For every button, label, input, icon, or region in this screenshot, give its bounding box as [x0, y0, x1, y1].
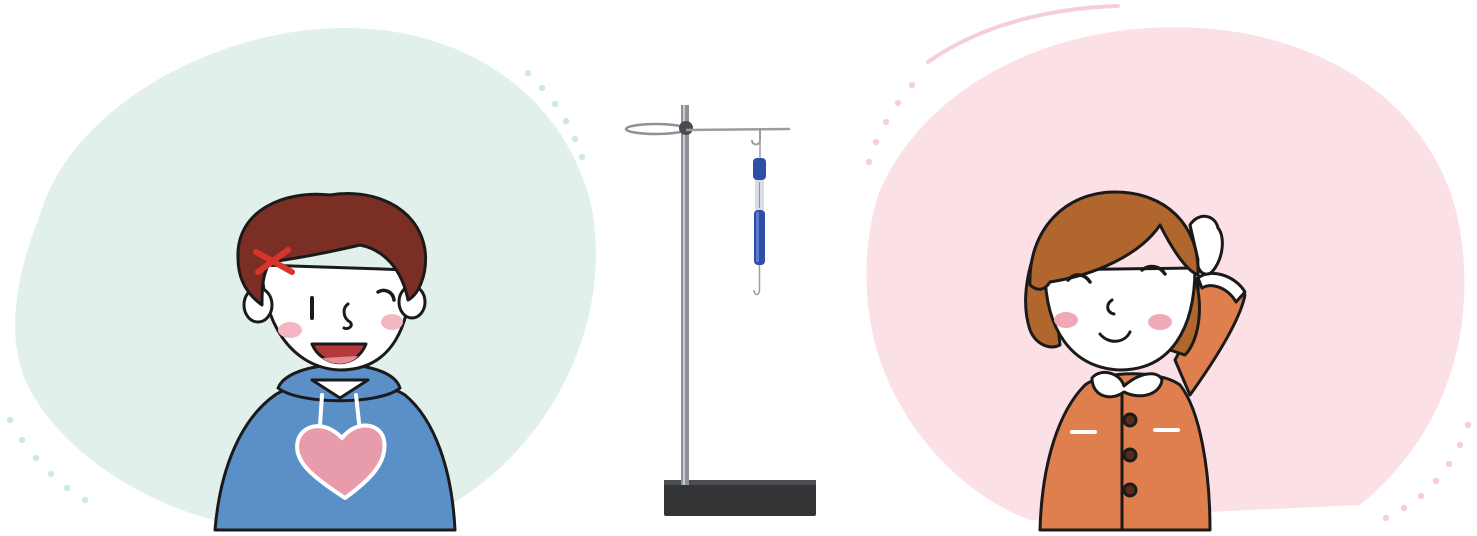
- boy-nose: [342, 302, 353, 330]
- jacket-button-3: [1122, 482, 1138, 498]
- right-panel: [865, 4, 1472, 532]
- girl-collar: [1090, 370, 1164, 399]
- boy-hair: [236, 192, 428, 307]
- boy-cheek-left: [278, 322, 302, 338]
- scale-top-cap: [753, 158, 766, 180]
- stand-rod-shine: [683, 105, 685, 485]
- right-arc-line: [926, 4, 1120, 64]
- girl-nose: [1106, 298, 1116, 316]
- stand-arm: [685, 127, 791, 132]
- girl-figure: [1024, 190, 1247, 532]
- girl-cheek-right: [1148, 314, 1172, 330]
- jacket-button-2: [1122, 447, 1138, 463]
- right-dotted-arc-left: [865, 81, 916, 166]
- girl-eye-right: [1140, 264, 1167, 276]
- heart-icon: [295, 423, 387, 500]
- scale-bottom-hook: [753, 265, 761, 296]
- girl-hair: [1028, 190, 1200, 291]
- boy-cheek-right: [381, 314, 403, 330]
- right-dotted-arc-bottom: [1382, 421, 1472, 522]
- stand-hook: [751, 129, 761, 146]
- left-dotted-arc-top: [524, 69, 586, 161]
- jacket-button-1: [1122, 412, 1138, 428]
- girl-cuff: [1196, 272, 1247, 304]
- scale-lower-tube: [754, 210, 765, 265]
- stand-base-top: [664, 480, 816, 485]
- stand-base: [664, 480, 816, 516]
- hair-clip-icon: [253, 247, 295, 275]
- left-panel: [6, 27, 596, 532]
- boy-shirt-collar: [310, 378, 370, 400]
- boy-figure: [213, 192, 457, 532]
- stand-ring: [624, 122, 688, 136]
- spring-scale: [753, 135, 766, 296]
- stand-clamp: [679, 121, 693, 135]
- girl-cheek-left: [1054, 312, 1078, 328]
- girl-face: [1043, 266, 1197, 372]
- left-dotted-arc-bottom: [6, 416, 89, 504]
- boy-eye-right: [376, 288, 396, 302]
- girl-eye-left: [1066, 273, 1092, 284]
- girl-mouth: [1098, 330, 1132, 343]
- boy-tongue: [322, 356, 358, 364]
- retort-stand: [624, 105, 816, 516]
